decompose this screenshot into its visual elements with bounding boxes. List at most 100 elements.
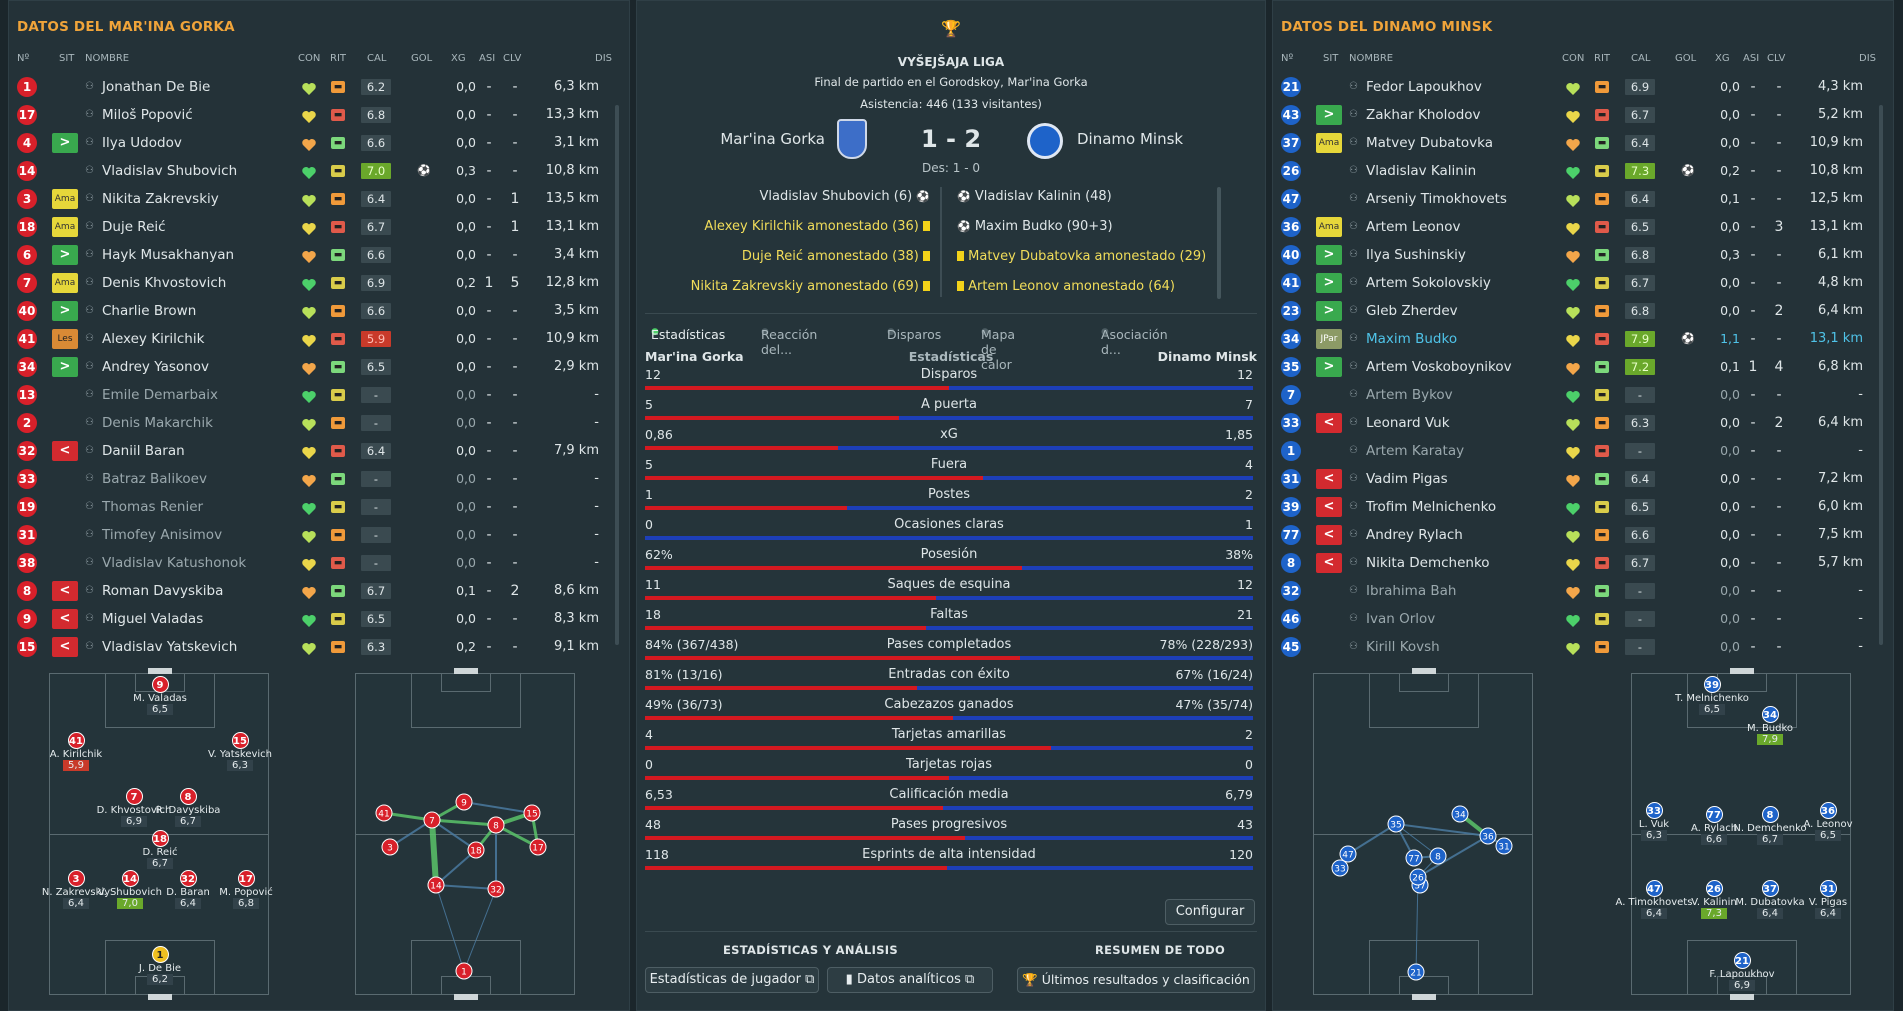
- player-name[interactable]: Maxim Budko: [1366, 331, 1458, 347]
- player-row[interactable]: 38 ⚇ Vladislav Katushonok ▬ -0,0- - -: [9, 549, 609, 577]
- pass-node[interactable]: 17: [529, 838, 547, 856]
- player-name[interactable]: Vladislav Yatskevich: [102, 639, 238, 655]
- match-event[interactable]: Alexey Kirilchik amonestado (36): [704, 219, 930, 234]
- formation-player[interactable]: 1 J. De Bie 6,2: [120, 946, 200, 985]
- player-name[interactable]: Timofey Anisimov: [102, 527, 223, 543]
- player-name[interactable]: Jonathan De Bie: [102, 79, 211, 95]
- match-event[interactable]: Matvey Dubatovka amonestado (29): [957, 249, 1206, 264]
- player-row[interactable]: 18 Ama ⚇ Duje Reić ▬ 6.7 0,0- 1 13,1 km: [9, 213, 609, 241]
- away-team-name[interactable]: Dinamo Minsk: [1077, 130, 1184, 148]
- col-sit[interactable]: SIT: [1323, 53, 1339, 64]
- player-name[interactable]: Artem Sokolovskiy: [1366, 275, 1491, 291]
- player-row[interactable]: 2 ⚇ Denis Makarchik ▬ -0,0- - -: [9, 409, 609, 437]
- player-name[interactable]: Thomas Renier: [102, 499, 204, 515]
- pass-node[interactable]: 18: [467, 841, 485, 859]
- player-row[interactable]: 41 Les ⚇ Alexey Kirilchik ▬ 5.9 0,0- -10,9 km: [9, 325, 609, 353]
- pass-node[interactable]: 9: [455, 793, 473, 811]
- formation-player[interactable]: 8 N. Demchenko 6,7: [1730, 806, 1810, 845]
- match-event[interactable]: ⚽ Vladislav Kalinin (48): [957, 189, 1112, 204]
- pass-node[interactable]: 15: [523, 804, 541, 822]
- analytics-button[interactable]: ▮ Datos analíticos ⧉: [827, 967, 993, 993]
- player-row[interactable]: 7 Ama ⚇ Denis Khvostovich ▬ 6.9 0,2 1 5 12,8 km: [9, 269, 609, 297]
- col-cal[interactable]: CAL: [367, 53, 387, 64]
- formation-player[interactable]: 37 M. Dubatovka 6,4: [1730, 880, 1810, 919]
- player-name[interactable]: Denis Makarchik: [102, 415, 213, 431]
- player-row[interactable]: 33 < ⚇ Leonard Vuk ▬ 6.3 0,0- 2 6,4 km: [1273, 409, 1873, 437]
- pass-node[interactable]: 26: [1409, 868, 1427, 886]
- player-row[interactable]: 14 ⚇ Vladislav Shubovich ▬ 7.0 ⚽ 0,3- -10,8 km: [9, 157, 609, 185]
- player-row[interactable]: 32 < ⚇ Daniil Baran ▬ 6.4 0,0- -7,9 km: [9, 437, 609, 465]
- player-name[interactable]: Ivan Orlov: [1366, 611, 1436, 627]
- col-clv[interactable]: CLV: [1767, 53, 1786, 64]
- player-row[interactable]: 43 > ⚇ Zakhar Kholodov ▬ 6.7 0,0- -5,2 km: [1273, 101, 1873, 129]
- pass-node[interactable]: 7: [423, 811, 441, 829]
- player-name[interactable]: Miguel Valadas: [102, 611, 204, 627]
- player-row[interactable]: 21 ⚇ Fedor Lapoukhov ▬ 6.9 0,0- -4,3 km: [1273, 73, 1873, 101]
- player-name[interactable]: Zakhar Kholodov: [1366, 107, 1481, 123]
- player-row[interactable]: 46 ⚇ Ivan Orlov ▬ -0,0- - -: [1273, 605, 1873, 633]
- player-row[interactable]: 39 < ⚇ Trofim Melnichenko ▬ 6.5 0,0- -6,0 km: [1273, 493, 1873, 521]
- pass-node[interactable]: 34: [1451, 805, 1469, 823]
- formation-player[interactable]: 15 V. Yatskevich 6,3: [200, 732, 280, 771]
- configure-button[interactable]: Configurar: [1165, 899, 1255, 925]
- player-name[interactable]: Emile Demarbaix: [102, 387, 219, 403]
- pass-node[interactable]: 33: [1331, 859, 1349, 877]
- pass-node[interactable]: 36: [1479, 827, 1497, 845]
- player-row[interactable]: 15 < ⚇ Vladislav Yatskevich ▬ 6.3 0,2- -9,1 km: [9, 633, 609, 661]
- player-row[interactable]: 17 ⚇ Miloš Popović ▬ 6.8 0,0- -13,3 km: [9, 101, 609, 129]
- pass-node[interactable]: 77: [1405, 849, 1423, 867]
- col-asi[interactable]: ASI: [479, 53, 496, 64]
- formation-player[interactable]: 77 A. Rylach 6,6: [1674, 806, 1754, 845]
- col-sit[interactable]: SIT: [59, 53, 75, 64]
- col-gol[interactable]: GOL: [1675, 53, 1697, 64]
- player-row[interactable]: 45 ⚇ Kirill Kovsh ▬ -0,0- - -: [1273, 633, 1873, 661]
- player-row[interactable]: 36 Ama ⚇ Artem Leonov ▬ 6.5 0,0- 3 13,1 km: [1273, 213, 1873, 241]
- player-row[interactable]: 6 > ⚇ Hayk Musakhanyan ▬ 6.6 0,0- -3,4 km: [9, 241, 609, 269]
- player-row[interactable]: 41 > ⚇ Artem Sokolovskiy ▬ 6.7 0,0- -4,8 km: [1273, 269, 1873, 297]
- player-name[interactable]: Ibrahima Bah: [1366, 583, 1457, 599]
- formation-player[interactable]: 18 D. Reić 6,7: [120, 830, 200, 869]
- formation-player[interactable]: 8 R. Davyskiba 6,7: [148, 788, 228, 827]
- player-name[interactable]: Artem Karatay: [1366, 443, 1465, 459]
- match-event[interactable]: ⚽ Maxim Budko (90+3): [957, 219, 1113, 234]
- home-table-scrollbar[interactable]: [615, 105, 619, 645]
- player-name[interactable]: Charlie Brown: [102, 303, 197, 319]
- player-name[interactable]: Duje Reić: [102, 219, 166, 235]
- col-name[interactable]: NOMBRE: [85, 53, 130, 64]
- player-name[interactable]: Alexey Kirilchik: [102, 331, 205, 347]
- formation-player[interactable]: 33 L. Vuk 6,3: [1614, 802, 1694, 841]
- col-xg[interactable]: XG: [451, 53, 466, 64]
- player-name[interactable]: Kirill Kovsh: [1366, 639, 1440, 655]
- pass-node[interactable]: 41: [375, 804, 393, 822]
- col-con[interactable]: CON: [1562, 53, 1585, 64]
- player-row[interactable]: 47 ⚇ Arseniy Timokhovets ▬ 6.4 0,1- -12,5 km: [1273, 185, 1873, 213]
- player-name[interactable]: Artem Bykov: [1366, 387, 1453, 403]
- col-rit[interactable]: RIT: [330, 53, 347, 64]
- col-dis[interactable]: DIS: [1859, 53, 1876, 64]
- player-name[interactable]: Denis Khvostovich: [102, 275, 227, 291]
- formation-player[interactable]: 32 D. Baran 6,4: [148, 870, 228, 909]
- player-row[interactable]: 26 ⚇ Vladislav Kalinin ▬ 7.3 ⚽ 0,2- -10,8 km: [1273, 157, 1873, 185]
- formation-player[interactable]: 14 V. Shubovich 7,0: [90, 870, 170, 909]
- player-row[interactable]: 23 > ⚇ Gleb Zherdev ▬ 6.8 0,0- 2 6,4 km: [1273, 297, 1873, 325]
- results-button[interactable]: 🏆 Últimos resultados y clasificación: [1017, 967, 1255, 993]
- player-name[interactable]: Andrey Rylach: [1366, 527, 1463, 543]
- player-name[interactable]: Matvey Dubatovka: [1366, 135, 1493, 151]
- player-name[interactable]: Trofim Melnichenko: [1366, 499, 1497, 515]
- player-name[interactable]: Fedor Lapoukhov: [1366, 79, 1482, 95]
- player-row[interactable]: 32 ⚇ Ibrahima Bah ▬ -0,0- - -: [1273, 577, 1873, 605]
- col-dis[interactable]: DIS: [595, 53, 612, 64]
- player-name[interactable]: Hayk Musakhanyan: [102, 247, 235, 263]
- player-name[interactable]: Ilya Udodov: [102, 135, 182, 151]
- player-row[interactable]: 33 ⚇ Batraz Balikoev ▬ -0,0- - -: [9, 465, 609, 493]
- player-name[interactable]: Leonard Vuk: [1366, 415, 1450, 431]
- col-num[interactable]: Nº: [1281, 53, 1294, 64]
- player-row[interactable]: 31 ⚇ Timofey Anisimov ▬ -0,0- - -: [9, 521, 609, 549]
- player-name[interactable]: Vladislav Katushonok: [102, 555, 247, 571]
- pass-node[interactable]: 35: [1387, 815, 1405, 833]
- player-name[interactable]: Vadim Pigas: [1366, 471, 1448, 487]
- player-name[interactable]: Artem Voskoboynikov: [1366, 359, 1512, 375]
- col-gol[interactable]: GOL: [411, 53, 433, 64]
- player-name[interactable]: Artem Leonov: [1366, 219, 1461, 235]
- player-name[interactable]: Daniil Baran: [102, 443, 185, 459]
